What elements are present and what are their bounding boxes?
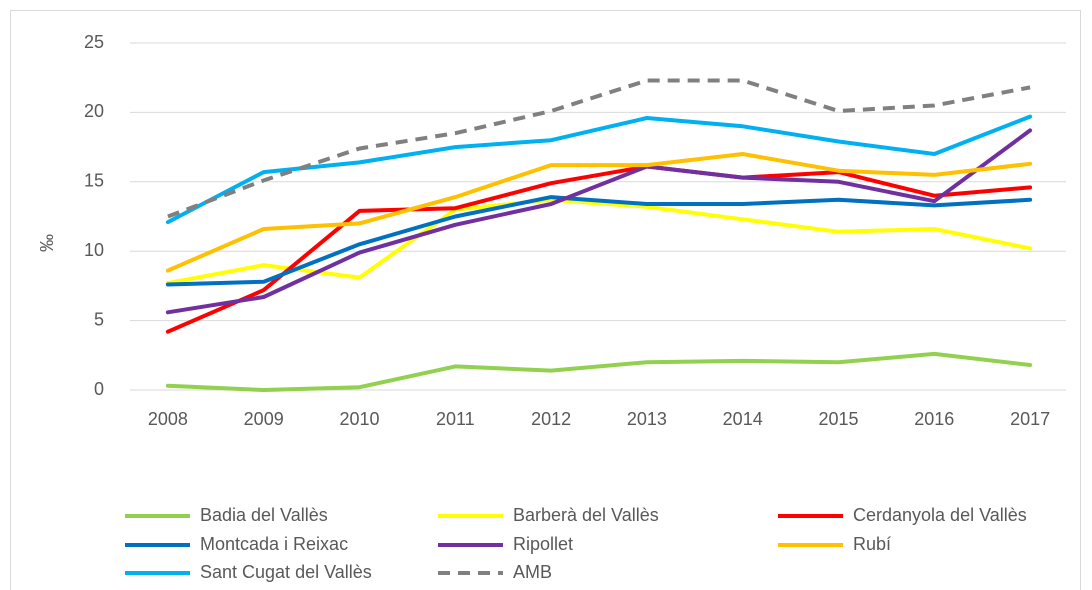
legend-label: Badia del Vallès xyxy=(200,505,328,525)
y-tick-label: 15 xyxy=(84,171,104,191)
x-tick-label: 2017 xyxy=(1010,409,1050,429)
x-tick-label: 2009 xyxy=(244,409,284,429)
series-line xyxy=(165,128,1033,315)
y-tick-label: 10 xyxy=(84,240,104,260)
legend-label: Rubí xyxy=(853,534,891,554)
x-tick-label: 2014 xyxy=(723,409,763,429)
x-tick-label: 2011 xyxy=(436,409,475,429)
x-tick-label: 2012 xyxy=(531,409,571,429)
chart-border xyxy=(10,10,1081,590)
y-tick-label: 25 xyxy=(84,32,104,52)
series-line xyxy=(165,195,1033,287)
y-tick-label: 0 xyxy=(94,379,104,399)
x-tick-label: 2015 xyxy=(818,409,858,429)
legend-label: Ripollet xyxy=(513,534,573,554)
y-tick-label: 5 xyxy=(94,309,104,329)
x-tick-label: 2008 xyxy=(148,409,188,429)
legend-label: Sant Cugat del Vallès xyxy=(200,562,372,582)
series-line xyxy=(165,351,1033,392)
legend-label: Cerdanyola del Vallès xyxy=(853,505,1027,525)
y-tick-label: 20 xyxy=(84,101,104,121)
legend-label: Barberà del Vallès xyxy=(513,505,659,525)
series-line xyxy=(165,152,1033,273)
series-line xyxy=(167,78,1031,219)
x-tick-label: 2010 xyxy=(339,409,379,429)
series-line xyxy=(165,114,1033,225)
series-line xyxy=(165,197,1033,286)
legend-label: Montcada i Reixac xyxy=(200,534,348,554)
legend-label: AMB xyxy=(513,562,552,582)
series-line xyxy=(165,164,1033,334)
x-tick-label: 2013 xyxy=(627,409,667,429)
y-axis-label: ‰ xyxy=(37,234,57,252)
x-tick-label: 2016 xyxy=(914,409,954,429)
